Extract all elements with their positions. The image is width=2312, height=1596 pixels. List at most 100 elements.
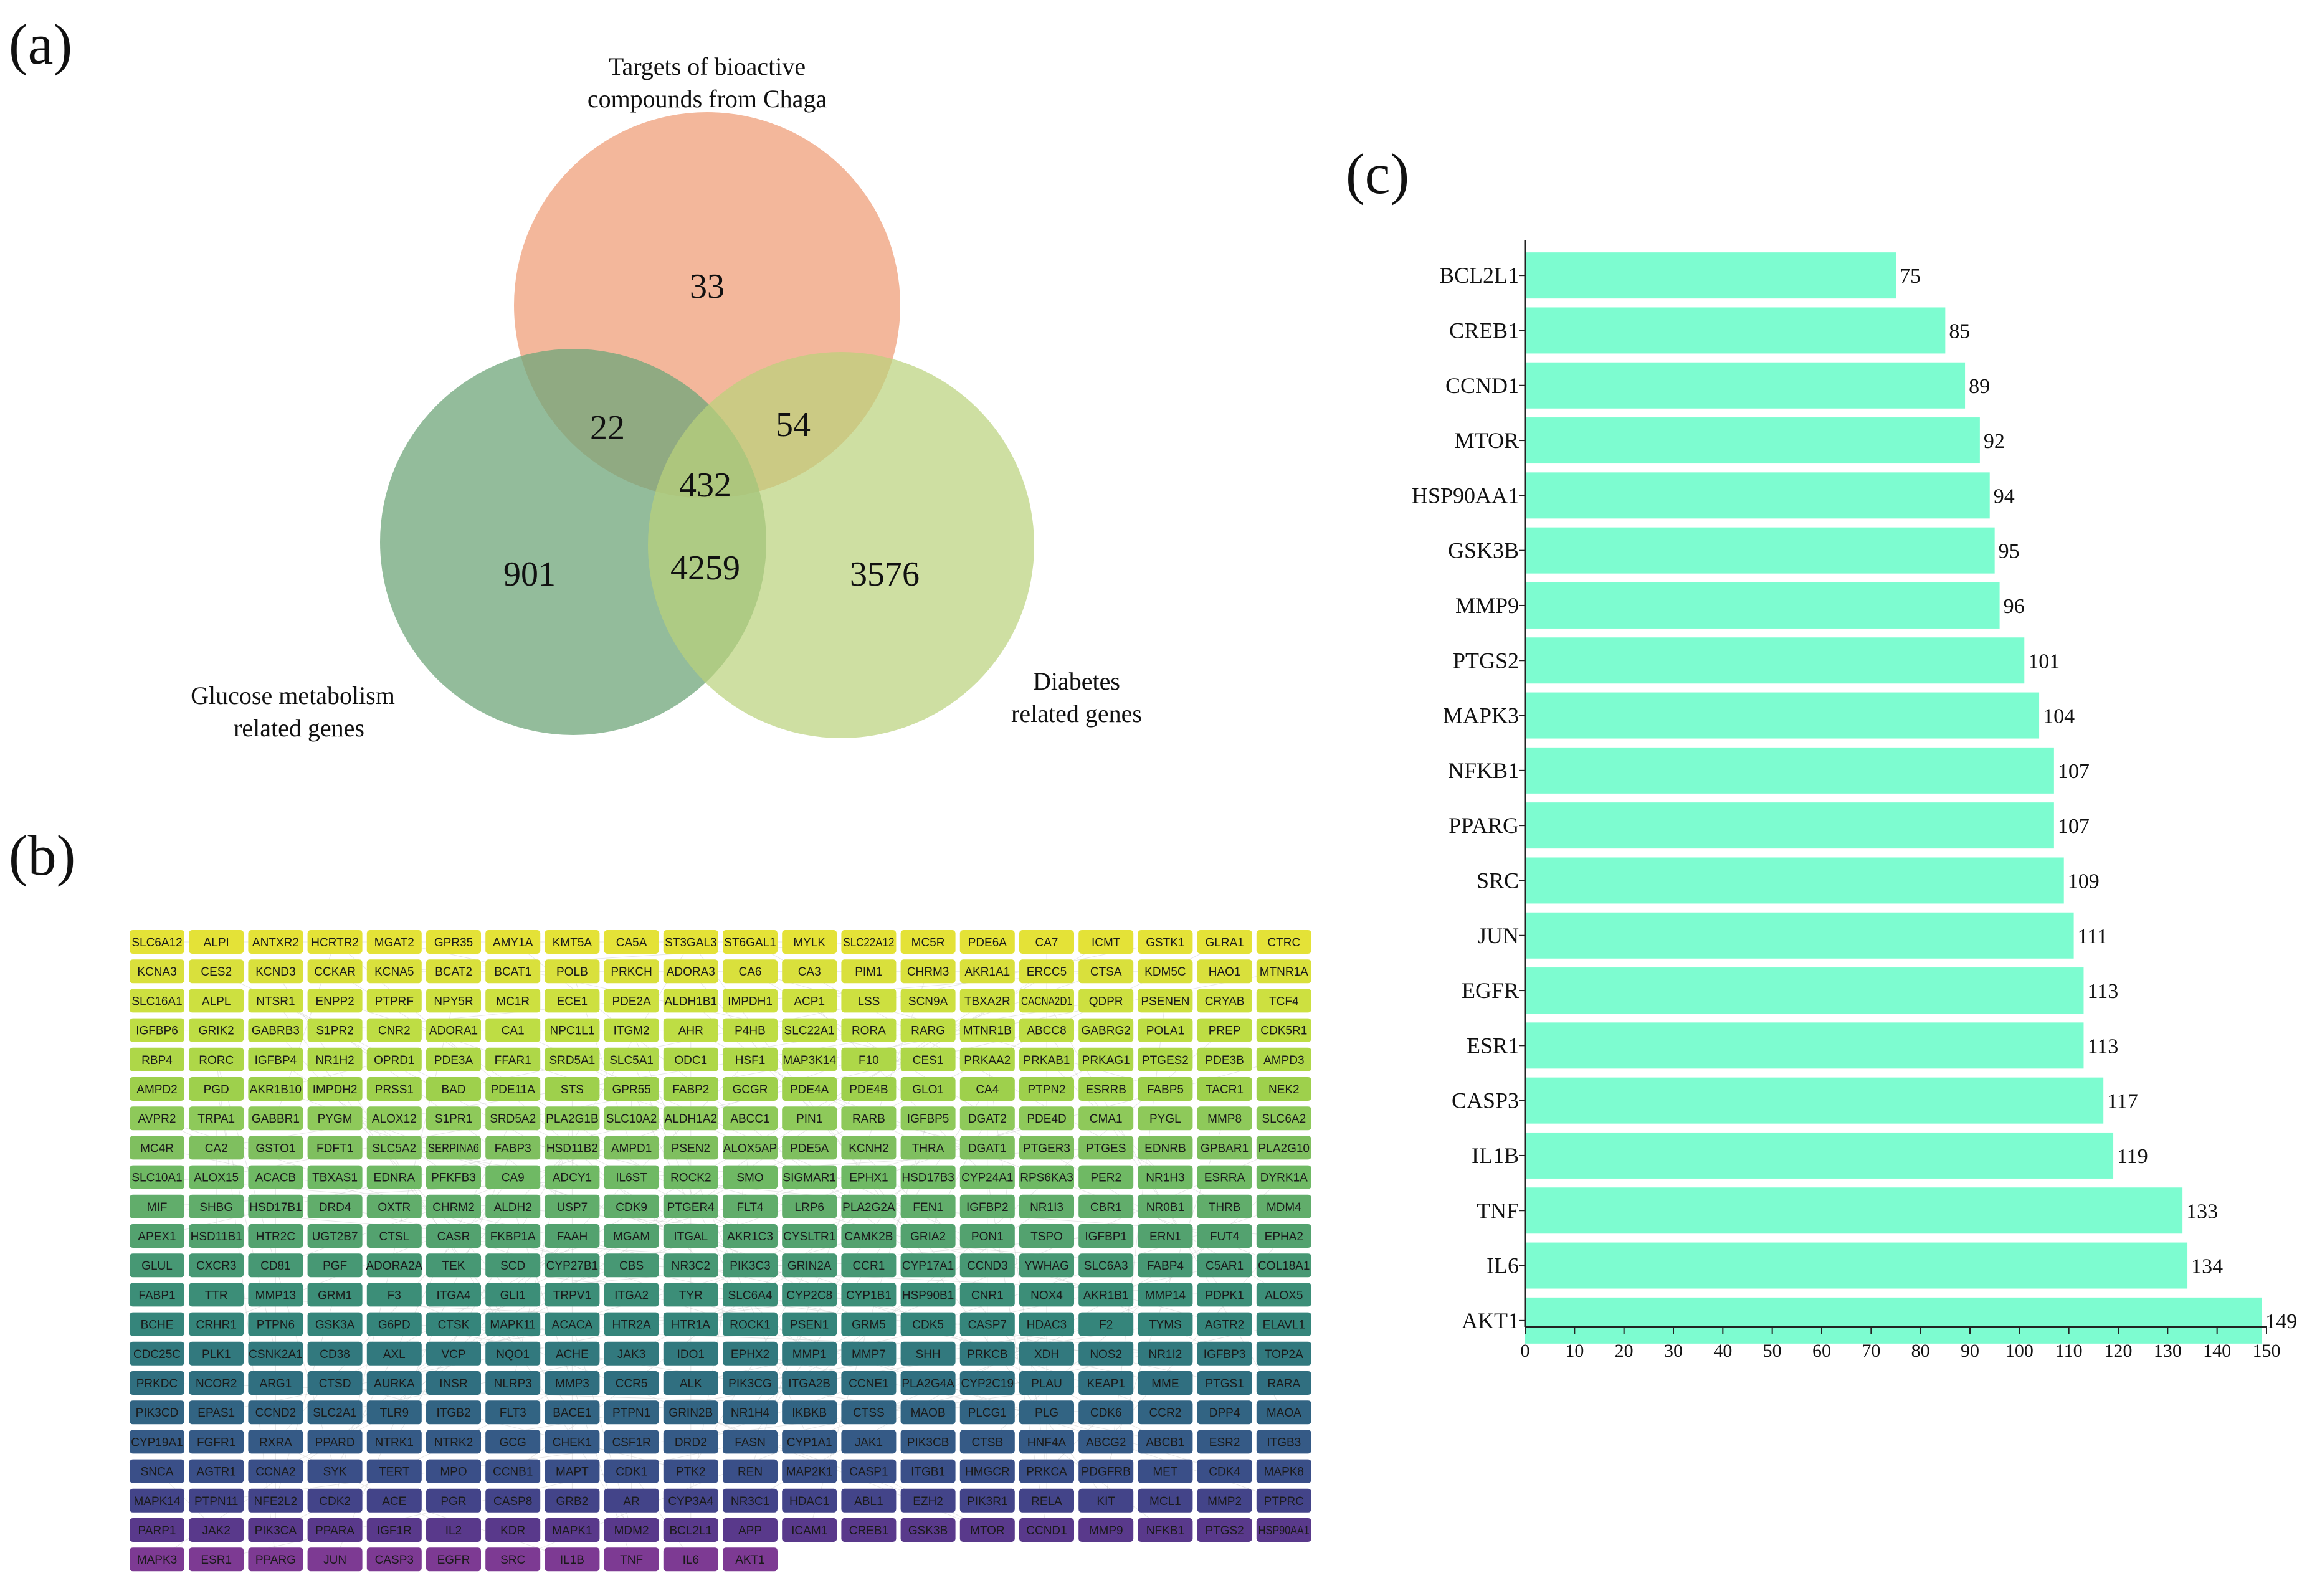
network-node-label: ADORA2A — [366, 1260, 422, 1273]
bar-ccnd1 — [1525, 362, 1966, 409]
network-node: MDM4 — [1256, 1194, 1311, 1218]
network-node-box — [723, 930, 778, 954]
network-node-box — [307, 1224, 363, 1248]
network-node-box — [426, 1106, 481, 1131]
network-node-box — [426, 1018, 481, 1042]
network-node: MGAM — [604, 1224, 659, 1248]
network-node-box — [1256, 1106, 1311, 1131]
network-node-box — [189, 1136, 244, 1160]
network-node: SCD — [485, 1253, 541, 1278]
network-node-label: SLC16A1 — [131, 995, 182, 1008]
network-node-label: MMP8 — [1207, 1113, 1242, 1126]
network-node: FABP5 — [1138, 1077, 1193, 1101]
network-edge — [749, 1235, 1225, 1501]
network-node-label: NEK2 — [1268, 1083, 1300, 1096]
network-node: MC5R — [900, 930, 956, 954]
network-edge — [1046, 1030, 1225, 1295]
network-node: ALOX12 — [366, 1106, 422, 1131]
network-node: YWHAG — [1019, 1253, 1074, 1278]
bar-src — [1525, 857, 2064, 904]
network-node-box — [545, 1047, 600, 1071]
network-node-label: KMT5A — [553, 936, 592, 949]
network-node-box — [1078, 1253, 1134, 1278]
venn-diagram: Targets of bioactive compounds from Chag… — [191, 52, 1142, 742]
network-node: ACP1 — [782, 989, 837, 1013]
network-node-box — [1078, 989, 1134, 1013]
network-node: FABP1 — [130, 1283, 184, 1307]
network-edge — [156, 1177, 1166, 1266]
network-node-box — [959, 1077, 1015, 1101]
network-node-label: PSENEN — [1141, 995, 1189, 1008]
network-node-box — [366, 1283, 422, 1307]
network-node-box — [1256, 1077, 1311, 1101]
bar-value-label: 149 — [2265, 1310, 2297, 1333]
network-node-label: MC5R — [911, 936, 945, 949]
network-node-label: CYP17A1 — [902, 1260, 954, 1273]
network-node-label: MMP13 — [255, 1289, 296, 1302]
network-node: SLC10A2 — [604, 1106, 659, 1131]
network-node-label: NR1H3 — [1146, 1172, 1184, 1185]
network-node: RORC — [189, 1047, 244, 1071]
network-node-box — [426, 989, 481, 1013]
network-node-label: PDE4D — [1027, 1113, 1066, 1126]
network-node-box — [130, 1312, 184, 1336]
network-node-box — [426, 959, 481, 984]
network-node-label: KCNH2 — [849, 1142, 888, 1155]
network-node-box — [1019, 1253, 1074, 1278]
network-node-box — [723, 1106, 778, 1131]
network-node-box — [1078, 1106, 1134, 1131]
network-node-box — [604, 1283, 659, 1307]
network-node-label: ST3GAL3 — [665, 936, 716, 949]
network-node-label: ITGM2 — [614, 1025, 650, 1038]
network-node-label: CNR2 — [378, 1025, 411, 1038]
network-node-box — [248, 1077, 303, 1101]
network-node-box — [663, 1312, 718, 1336]
network-node-box — [900, 1283, 956, 1307]
network-node-label: KDM5C — [1144, 966, 1186, 979]
network-node: NR0B1 — [1138, 1194, 1193, 1218]
network-node: BAD — [426, 1077, 481, 1101]
network-node-box — [900, 1165, 956, 1189]
network-node-label: ERCC5 — [1027, 966, 1067, 979]
network-node-box — [604, 959, 659, 984]
network-node-box — [663, 1136, 718, 1160]
network-node: MYLK — [782, 930, 837, 954]
network-node-label: SMO — [736, 1172, 763, 1185]
network-node-box — [485, 1047, 541, 1071]
network-node: PGF — [307, 1253, 363, 1278]
network-node: HSD11B2 — [545, 1136, 600, 1160]
network-node-box — [604, 1047, 659, 1071]
network-node-box — [723, 1047, 778, 1071]
network-node-box — [841, 1253, 897, 1278]
network-node: UGT2B7 — [307, 1224, 363, 1248]
network-node: CMA1 — [1078, 1106, 1134, 1131]
venn-count-chaga-diabetes: 54 — [776, 406, 811, 444]
network-node: SERPINA6 — [426, 1136, 481, 1160]
network-node-label: GABRB3 — [252, 1025, 300, 1038]
network-node: ITGAL — [663, 1224, 718, 1248]
network-node-label: MTNR1B — [963, 1025, 1012, 1038]
network-node-box — [663, 989, 718, 1013]
network-node-box — [545, 1136, 600, 1160]
network-node-box — [1256, 959, 1311, 984]
network-node: DYRK1A — [1256, 1165, 1311, 1189]
network-node: THRA — [900, 1136, 956, 1160]
network-node-label: ALDH2 — [494, 1201, 532, 1214]
panel-label-a: (a) — [9, 12, 73, 76]
network-node: GLO1 — [900, 1077, 956, 1101]
network-node-label: RARG — [911, 1025, 945, 1038]
network-node-label: CA1 — [502, 1025, 525, 1038]
network-node: GRIK2 — [189, 1018, 244, 1042]
network-node-box — [841, 1224, 897, 1248]
network-node-label: PFKFB3 — [431, 1172, 476, 1185]
network-node-label: MC4R — [140, 1142, 174, 1155]
venn-label-chaga-1: Targets of bioactive — [609, 52, 806, 80]
network-edge — [275, 1088, 1166, 1413]
network-node: PDE2A — [604, 989, 659, 1013]
network-node-label: NR0B1 — [1146, 1201, 1184, 1214]
network-node-label: GLRA1 — [1205, 936, 1244, 949]
network-node-box — [841, 1312, 897, 1336]
network-edge — [631, 1030, 810, 1442]
network-node: GPBAR1 — [1197, 1136, 1252, 1160]
network-node-box — [1256, 1283, 1311, 1307]
